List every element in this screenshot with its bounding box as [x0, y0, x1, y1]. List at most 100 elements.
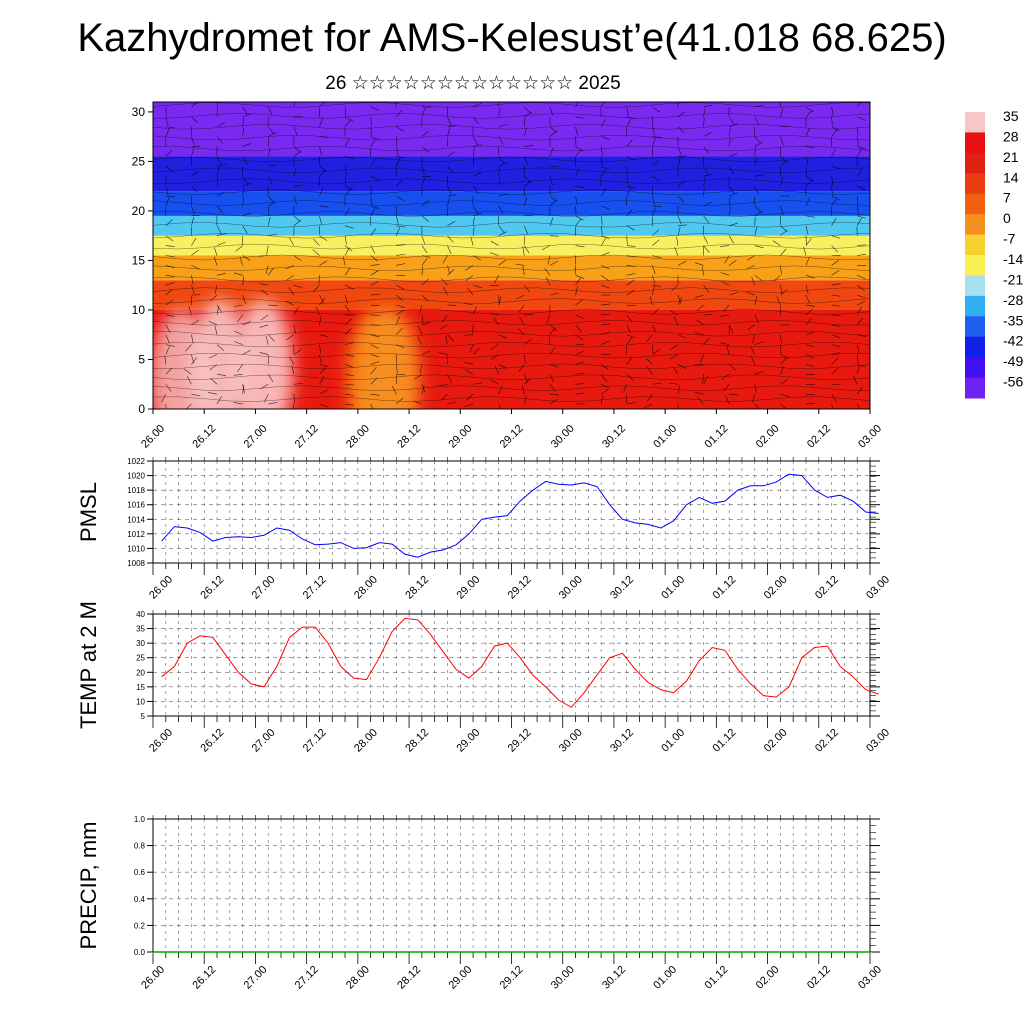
x-tick-label: 26.00 — [147, 574, 175, 602]
heatmap-band — [153, 215, 870, 236]
wind-vector — [242, 106, 248, 115]
wind-vector — [319, 376, 324, 385]
y-tick-label: 1020 — [127, 472, 145, 481]
contour-line — [153, 341, 870, 348]
contour-line — [153, 309, 870, 315]
wind-vector — [729, 222, 738, 227]
wind-vector — [549, 393, 559, 396]
wind-vector — [472, 212, 482, 217]
wind-vector — [524, 106, 531, 114]
wind-vector — [214, 325, 218, 335]
wind-vector — [600, 395, 604, 405]
wind-vector — [703, 177, 706, 187]
wind-vector — [498, 107, 501, 117]
wind-vector — [575, 373, 585, 375]
wind-vector — [626, 279, 635, 286]
wind-vector — [652, 106, 660, 113]
x-tick-label: 30.12 — [608, 727, 636, 755]
wind-vector — [370, 293, 380, 296]
wind-vector — [165, 282, 175, 286]
wind-vector — [370, 354, 380, 358]
wind-vector — [370, 270, 379, 276]
wind-vector — [780, 108, 784, 117]
wind-vector — [831, 324, 841, 327]
x-tick-label: 29.00 — [446, 964, 474, 992]
wind-vector — [754, 371, 764, 375]
wind-vector — [518, 364, 525, 372]
wind-vector — [191, 393, 201, 397]
wind-vector — [600, 156, 603, 166]
x-tick-label: 01.12 — [703, 423, 731, 451]
wind-vector — [754, 141, 763, 147]
wind-vector — [191, 249, 199, 256]
wind-vector — [345, 383, 355, 386]
wind-vector — [447, 334, 455, 342]
wind-vector — [720, 272, 730, 276]
x-tick-label: 03.00 — [856, 423, 884, 451]
y-tick-label: 20 — [132, 204, 146, 218]
wind-vector — [185, 344, 192, 352]
y-tick-label: 35 — [136, 625, 145, 634]
y-tick-label: 15 — [132, 253, 146, 267]
wind-vector — [447, 197, 450, 207]
x-tick-label: 28.00 — [352, 727, 380, 755]
wind-vector — [184, 368, 192, 375]
wind-vector — [729, 192, 738, 197]
wind-vector — [780, 285, 783, 295]
wind-vector — [344, 138, 350, 147]
wind-vector — [498, 193, 508, 197]
wind-vector — [191, 147, 195, 157]
wind-vector — [191, 354, 195, 364]
wind-vector — [370, 334, 380, 338]
wind-vector — [600, 388, 609, 395]
wind-vector — [191, 205, 195, 215]
y-tick-label: 0 — [138, 402, 145, 416]
wind-vector — [831, 235, 841, 239]
wind-vector — [421, 266, 424, 276]
x-tick-label: 27.12 — [293, 423, 321, 451]
heatmap-body — [153, 102, 870, 409]
wind-vector — [312, 249, 320, 256]
x-tick-label: 03.00 — [856, 964, 884, 992]
wind-vector — [260, 289, 269, 296]
wind-vector — [805, 128, 810, 137]
wind-vector — [216, 177, 218, 187]
wind-vector — [191, 185, 199, 193]
colorbar-swatch — [965, 234, 985, 256]
wind-vector — [652, 308, 660, 316]
wind-vector — [242, 176, 248, 184]
wind-vector — [524, 145, 534, 147]
wind-vector — [754, 157, 757, 167]
wind-vector — [780, 265, 782, 275]
y-tick-label: 30 — [136, 639, 145, 648]
wind-vector — [498, 205, 504, 215]
wind-vector — [216, 164, 226, 167]
wind-vector — [831, 357, 839, 365]
contour-line — [153, 222, 870, 228]
wind-vector — [396, 374, 406, 376]
wind-vector — [853, 375, 858, 385]
x-tick-label: 27.00 — [250, 574, 278, 602]
wind-vector — [831, 217, 837, 226]
wind-vector — [575, 116, 585, 119]
wind-vector — [645, 357, 653, 365]
wind-vector — [729, 393, 739, 396]
y-tick-label: 1018 — [127, 486, 145, 495]
wind-vector — [601, 166, 610, 170]
contour-line — [153, 287, 870, 293]
wind-vector — [524, 180, 532, 187]
wind-vector — [396, 284, 405, 290]
wind-vector — [700, 354, 704, 364]
wind-vector — [242, 127, 245, 137]
heatmap-band — [153, 235, 870, 256]
wind-vector — [442, 255, 448, 264]
wind-vector — [677, 215, 682, 225]
wind-vector — [703, 173, 713, 177]
wind-vector — [831, 245, 838, 253]
wind-vector — [517, 328, 525, 335]
wind-vector — [549, 292, 559, 296]
wind-vector — [242, 349, 251, 355]
wind-vector — [413, 400, 422, 405]
wind-vector — [524, 127, 527, 137]
wind-vector — [549, 235, 559, 237]
